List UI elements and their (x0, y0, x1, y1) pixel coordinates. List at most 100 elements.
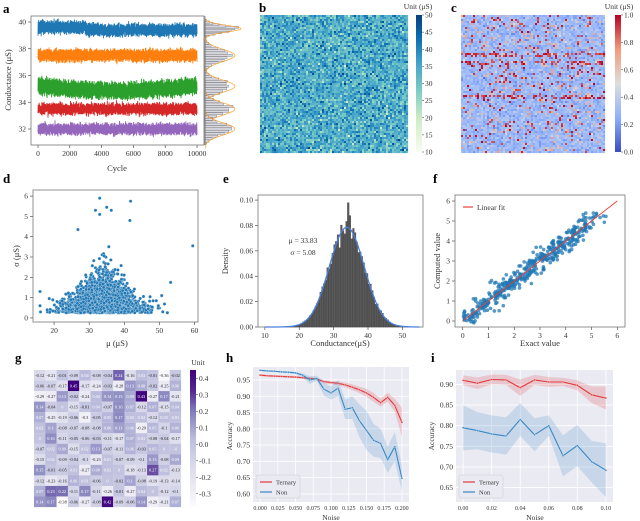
b-heatmap-cell (320, 107, 323, 110)
b-heatmap-cell (336, 109, 339, 112)
b-heatmap-cell (288, 37, 291, 40)
b-heatmap-cell (260, 119, 263, 122)
b-heatmap-cell (370, 69, 373, 72)
b-heatmap-cell (370, 27, 373, 30)
b-heatmap-cell (368, 145, 371, 148)
b-heatmap-cell (328, 77, 331, 80)
b-heatmap-cell (366, 55, 369, 58)
b-heatmap-cell (324, 107, 327, 110)
b-heatmap-cell (372, 89, 375, 92)
b-heatmap-cell (274, 75, 277, 78)
b-heatmap-cell (390, 77, 393, 80)
b-heatmap-cell (322, 89, 325, 92)
b-heatmap-cell (404, 33, 407, 36)
b-heatmap-cell (402, 133, 405, 136)
b-heatmap-cell (304, 123, 307, 126)
b-heatmap-cell (286, 97, 289, 100)
b-heatmap-cell (356, 133, 359, 136)
b-heatmap-cell (358, 95, 361, 98)
b-heatmap-cell (354, 59, 357, 62)
b-heatmap-cell (308, 79, 311, 82)
b-heatmap-cell (288, 123, 291, 126)
b-heatmap-cell (276, 127, 279, 130)
b-heatmap-cell (266, 129, 269, 132)
b-heatmap-cell (402, 105, 405, 108)
b-heatmap-cell (374, 43, 377, 46)
b-heatmap-cell (296, 131, 299, 134)
b-heatmap-cell (392, 69, 395, 72)
b-heatmap-cell (366, 125, 369, 128)
b-heatmap-cell (344, 109, 347, 112)
b-heatmap-cell (316, 101, 319, 104)
b-heatmap-cell (354, 119, 357, 122)
b-heatmap-cell (390, 19, 393, 22)
b-heatmap-cell (296, 15, 299, 18)
b-heatmap-cell (260, 37, 263, 40)
b-heatmap-cell (286, 17, 289, 20)
b-heatmap-cell (340, 21, 343, 24)
b-heatmap-cell (376, 69, 379, 72)
b-heatmap-cell (276, 81, 279, 84)
b-heatmap-cell (362, 75, 365, 78)
b-heatmap-cell (344, 129, 347, 132)
b-heatmap-cell (374, 67, 377, 70)
b-heatmap-cell (400, 49, 403, 52)
b-heatmap-cell (360, 107, 363, 110)
a-histogram-bar (204, 102, 224, 106)
b-heatmap-cell (290, 79, 293, 82)
b-heatmap-cell (376, 117, 379, 120)
b-heatmap-cell (336, 59, 339, 62)
b-heatmap-cell (270, 119, 273, 122)
b-heatmap-cell (406, 85, 409, 88)
b-heatmap-cell (362, 45, 365, 48)
b-heatmap-cell (284, 15, 287, 18)
b-heatmap-cell (390, 47, 393, 50)
b-heatmap-cell (318, 79, 321, 82)
b-heatmap-cell (368, 83, 371, 86)
b-heatmap-cell (318, 29, 321, 32)
b-heatmap-cell (278, 69, 281, 72)
b-heatmap-cell (382, 79, 385, 82)
b-heatmap-cell (308, 87, 311, 90)
b-heatmap-cell (318, 47, 321, 50)
b-heatmap-cell (346, 97, 349, 100)
b-heatmap-cell (390, 105, 393, 108)
b-heatmap-cell (310, 95, 313, 98)
b-heatmap-cell (292, 35, 295, 38)
b-heatmap-cell (366, 47, 369, 50)
b-heatmap-cell (384, 91, 387, 94)
b-heatmap-cell (274, 87, 277, 90)
b-heatmap-cell (340, 17, 343, 20)
b-heatmap-cell (290, 51, 293, 54)
b-heatmap-cell (394, 137, 397, 140)
b-heatmap-cell (286, 107, 289, 110)
b-heatmap-cell (388, 107, 391, 110)
b-heatmap-cell (362, 85, 365, 88)
b-heatmap-cell (362, 65, 365, 68)
b-heatmap-cell (328, 73, 331, 76)
b-heatmap-cell (294, 51, 297, 54)
b-heatmap-cell (374, 27, 377, 30)
b-heatmap-cell (316, 97, 319, 100)
b-heatmap-cell (366, 119, 369, 122)
b-heatmap-cell (274, 85, 277, 88)
b-heatmap-cell (344, 75, 347, 78)
b-heatmap-cell (314, 83, 317, 86)
b-heatmap-cell (268, 21, 271, 24)
b-heatmap-cell (364, 143, 367, 146)
b-heatmap-cell (340, 53, 343, 56)
b-heatmap-cell (306, 77, 309, 80)
b-heatmap-cell (268, 109, 271, 112)
b-heatmap-cell (308, 69, 311, 72)
b-heatmap-cell (270, 37, 273, 40)
b-heatmap-cell (286, 67, 289, 70)
b-heatmap-cell (406, 129, 409, 132)
b-heatmap-cell (366, 75, 369, 78)
b-heatmap-cell (264, 41, 267, 44)
b-heatmap-cell (380, 25, 383, 28)
b-heatmap-cell (304, 101, 307, 104)
b-heatmap-cell (306, 143, 309, 146)
b-heatmap-cell (348, 49, 351, 52)
b-heatmap-cell (384, 53, 387, 56)
b-heatmap-cell (288, 27, 291, 30)
